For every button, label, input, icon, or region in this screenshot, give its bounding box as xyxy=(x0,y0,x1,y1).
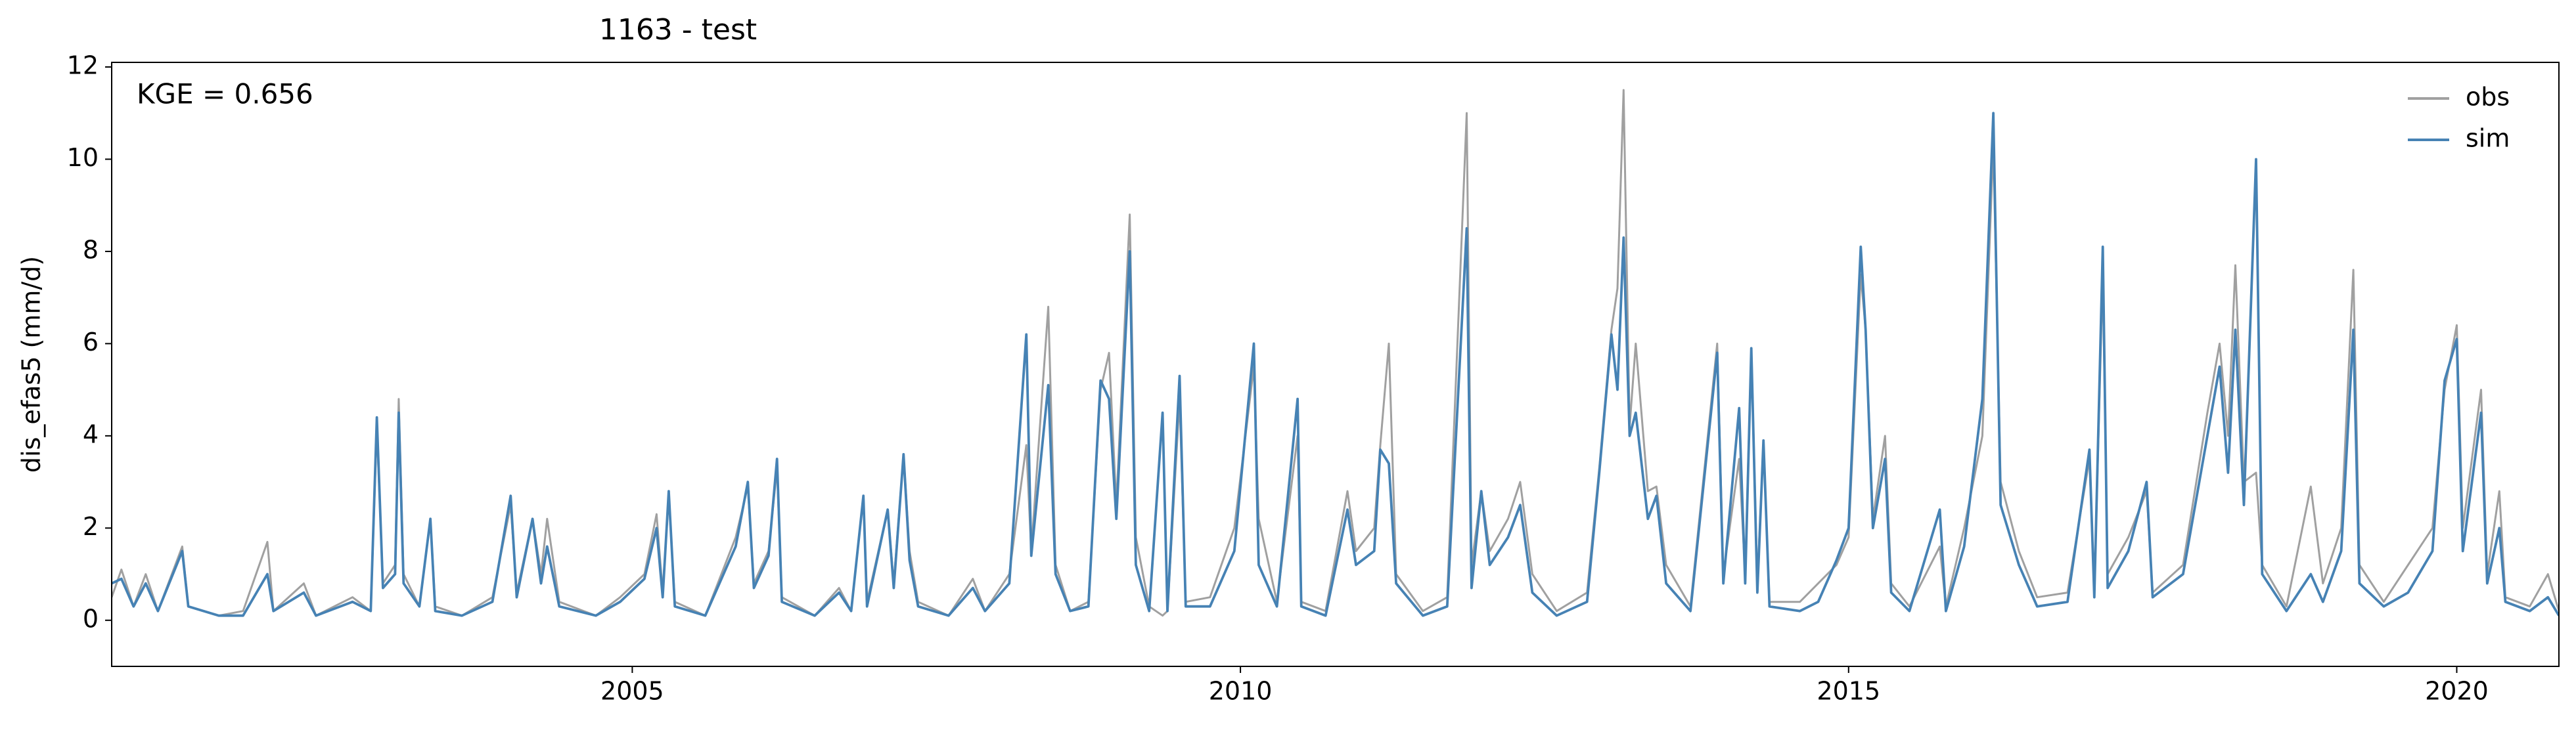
chart-title: 1163 - test xyxy=(599,13,757,47)
legend-label: obs xyxy=(2466,83,2510,112)
y-tick-label: 10 xyxy=(67,143,99,172)
y-tick-label: 0 xyxy=(83,604,99,633)
y-tick-label: 6 xyxy=(83,328,99,356)
series-line xyxy=(112,112,2559,617)
y-tick-label: 2 xyxy=(83,512,99,541)
y-tick-label: 12 xyxy=(67,51,99,80)
y-tick-label: 8 xyxy=(83,235,99,264)
y-axis-label: dis_efas5 (mm/d) xyxy=(17,256,46,473)
x-tick-label: 2020 xyxy=(2425,677,2489,706)
x-tick-label: 2010 xyxy=(1209,677,1273,706)
plot-frame xyxy=(111,62,2560,667)
x-tick-label: 2005 xyxy=(600,677,664,706)
legend-label: sim xyxy=(2466,124,2510,153)
y-tick-label: 4 xyxy=(83,420,99,448)
x-tick-label: 2015 xyxy=(1817,677,1880,706)
series-line xyxy=(112,89,2559,617)
annotation: KGE = 0.656 xyxy=(137,78,313,110)
